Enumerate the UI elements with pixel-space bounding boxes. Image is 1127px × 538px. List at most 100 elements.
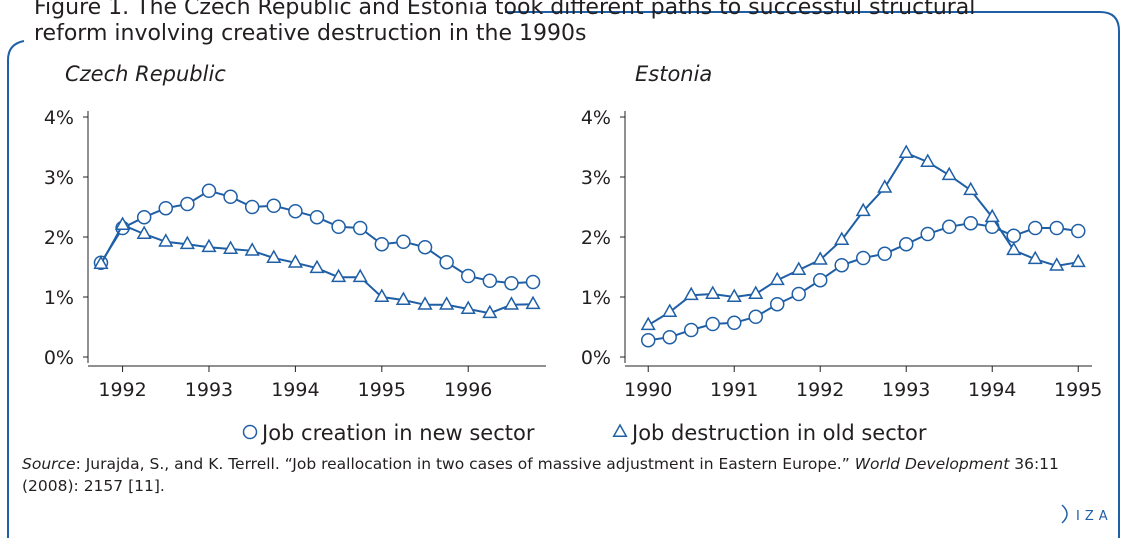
marker-triangle: [855, 202, 871, 217]
marker-triangle: [114, 216, 131, 230]
y-tick-label: 0%: [581, 347, 611, 369]
marker-triangle: [482, 304, 498, 319]
marker-triangle: [439, 296, 455, 310]
marker-triangle: [179, 235, 195, 250]
x-tick-label: 1993: [882, 379, 930, 401]
marker-triangle: [984, 208, 1000, 223]
marker-triangle: [331, 268, 347, 283]
x-tick-label: 1990: [624, 379, 672, 401]
marker-triangle: [898, 144, 914, 158]
marker-circle: [136, 209, 152, 225]
marker-circle: [812, 272, 828, 288]
marker-triangle: [395, 291, 411, 305]
marker-circle: [374, 236, 390, 252]
marker-circle: [180, 196, 195, 212]
panel-title: Czech Republic: [65, 62, 226, 86]
source-rest: 36:11 (2008): 2157 [11].: [22, 455, 1059, 495]
marker-circle: [223, 189, 238, 205]
marker-circle: [705, 316, 720, 332]
legend-marker: [612, 423, 628, 437]
source-journal: World Development: [854, 455, 1010, 473]
legend-label: Job destruction in old sector: [630, 421, 927, 445]
legend-marker: [242, 424, 258, 440]
marker-circle: [791, 286, 806, 302]
title-line: reform involving creative destruction in…: [34, 21, 586, 46]
marker-circle: [417, 239, 433, 255]
legend-label: Job creation in new sector: [260, 421, 535, 445]
marker-triangle: [1070, 253, 1086, 268]
marker-circle: [504, 275, 519, 291]
panel-title: Estonia: [635, 62, 712, 86]
x-tick-label: 1995: [358, 379, 406, 401]
marker-triangle: [683, 286, 699, 301]
marker-triangle: [834, 231, 850, 245]
marker-triangle: [769, 271, 785, 286]
panel: Czech Republic 0% 1% 2% 3% 4% 1992 1993 1994 1995…: [44, 62, 546, 401]
marker-circle: [1027, 220, 1043, 236]
marker-circle: [439, 254, 454, 270]
y-tick-label: 3%: [581, 167, 611, 189]
title-line: Figure 1. The Czech Republic and Estonia…: [34, 0, 975, 20]
marker-triangle: [705, 285, 721, 299]
source: Source: Jurajda, S., and K. Terrell. “Jo…: [22, 453, 1102, 497]
marker-circle: [352, 220, 368, 236]
y-tick-label: 0%: [44, 347, 74, 369]
y-tick-label: 3%: [44, 167, 74, 189]
legend: Job creation in new sector Job destructio…: [242, 421, 927, 445]
marker-circle: [748, 309, 763, 325]
marker-circle: [683, 322, 699, 338]
marker-triangle: [158, 233, 174, 247]
x-tick-label: 1994: [968, 379, 1016, 401]
marker-circle: [525, 274, 541, 290]
y-tick-label: 4%: [44, 107, 74, 129]
marker-triangle: [748, 285, 764, 299]
marker-triangle: [201, 238, 217, 253]
marker-circle: [898, 236, 914, 252]
frame: [7, 11, 1120, 538]
marker-circle: [266, 198, 282, 214]
marker-triangle: [941, 166, 957, 181]
marker-triangle: [525, 295, 541, 310]
logo-mark: [1061, 504, 1068, 524]
marker-triangle: [287, 254, 303, 268]
x-tick-label: 1992: [796, 379, 844, 401]
marker-circle: [855, 250, 871, 266]
marker-triangle: [662, 303, 678, 317]
marker-circle: [331, 219, 346, 235]
marker-triangle: [877, 179, 893, 193]
marker-circle: [920, 226, 935, 242]
marker-circle: [396, 234, 411, 250]
marker-triangle: [1006, 241, 1022, 256]
marker-circle: [460, 268, 476, 284]
y-tick-label: 2%: [581, 227, 611, 249]
marker-circle: [834, 257, 849, 273]
marker-circle: [877, 246, 892, 262]
marker-triangle: [920, 153, 936, 167]
y-tick-label: 1%: [44, 287, 74, 309]
marker-triangle: [309, 259, 325, 274]
marker-circle: [1070, 223, 1086, 239]
marker-triangle: [791, 261, 807, 275]
marker-triangle: [640, 316, 656, 331]
marker-circle: [158, 200, 174, 216]
marker-triangle: [1027, 250, 1043, 265]
marker-circle: [984, 219, 1000, 235]
marker-triangle: [726, 288, 742, 302]
marker-circle: [769, 296, 785, 312]
marker-circle: [482, 273, 498, 289]
x-tick-label: 1992: [98, 379, 146, 401]
marker-triangle: [417, 296, 433, 310]
marker-circle: [1006, 228, 1021, 244]
y-tick-label: 2%: [44, 227, 74, 249]
marker-triangle: [223, 240, 239, 254]
marker-triangle: [963, 181, 979, 196]
source-text: : Jurajda, S., and K. Terrell. “Job real…: [75, 455, 855, 473]
y-tick-label: 4%: [581, 107, 611, 129]
marker-circle: [288, 203, 303, 219]
marker-triangle: [352, 268, 368, 283]
marker-triangle: [1049, 257, 1065, 271]
marker-circle: [309, 209, 325, 225]
x-tick-label: 1991: [710, 379, 758, 401]
